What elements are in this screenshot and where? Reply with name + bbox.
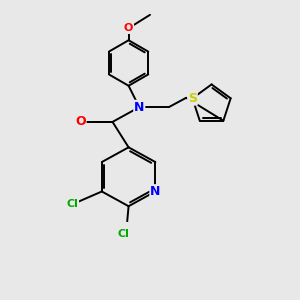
Text: O: O [124,23,133,33]
Text: Cl: Cl [66,199,78,208]
Text: N: N [134,101,145,114]
Text: O: O [75,116,86,128]
Text: N: N [150,185,161,198]
Text: S: S [188,92,197,105]
Text: Cl: Cl [117,229,129,239]
